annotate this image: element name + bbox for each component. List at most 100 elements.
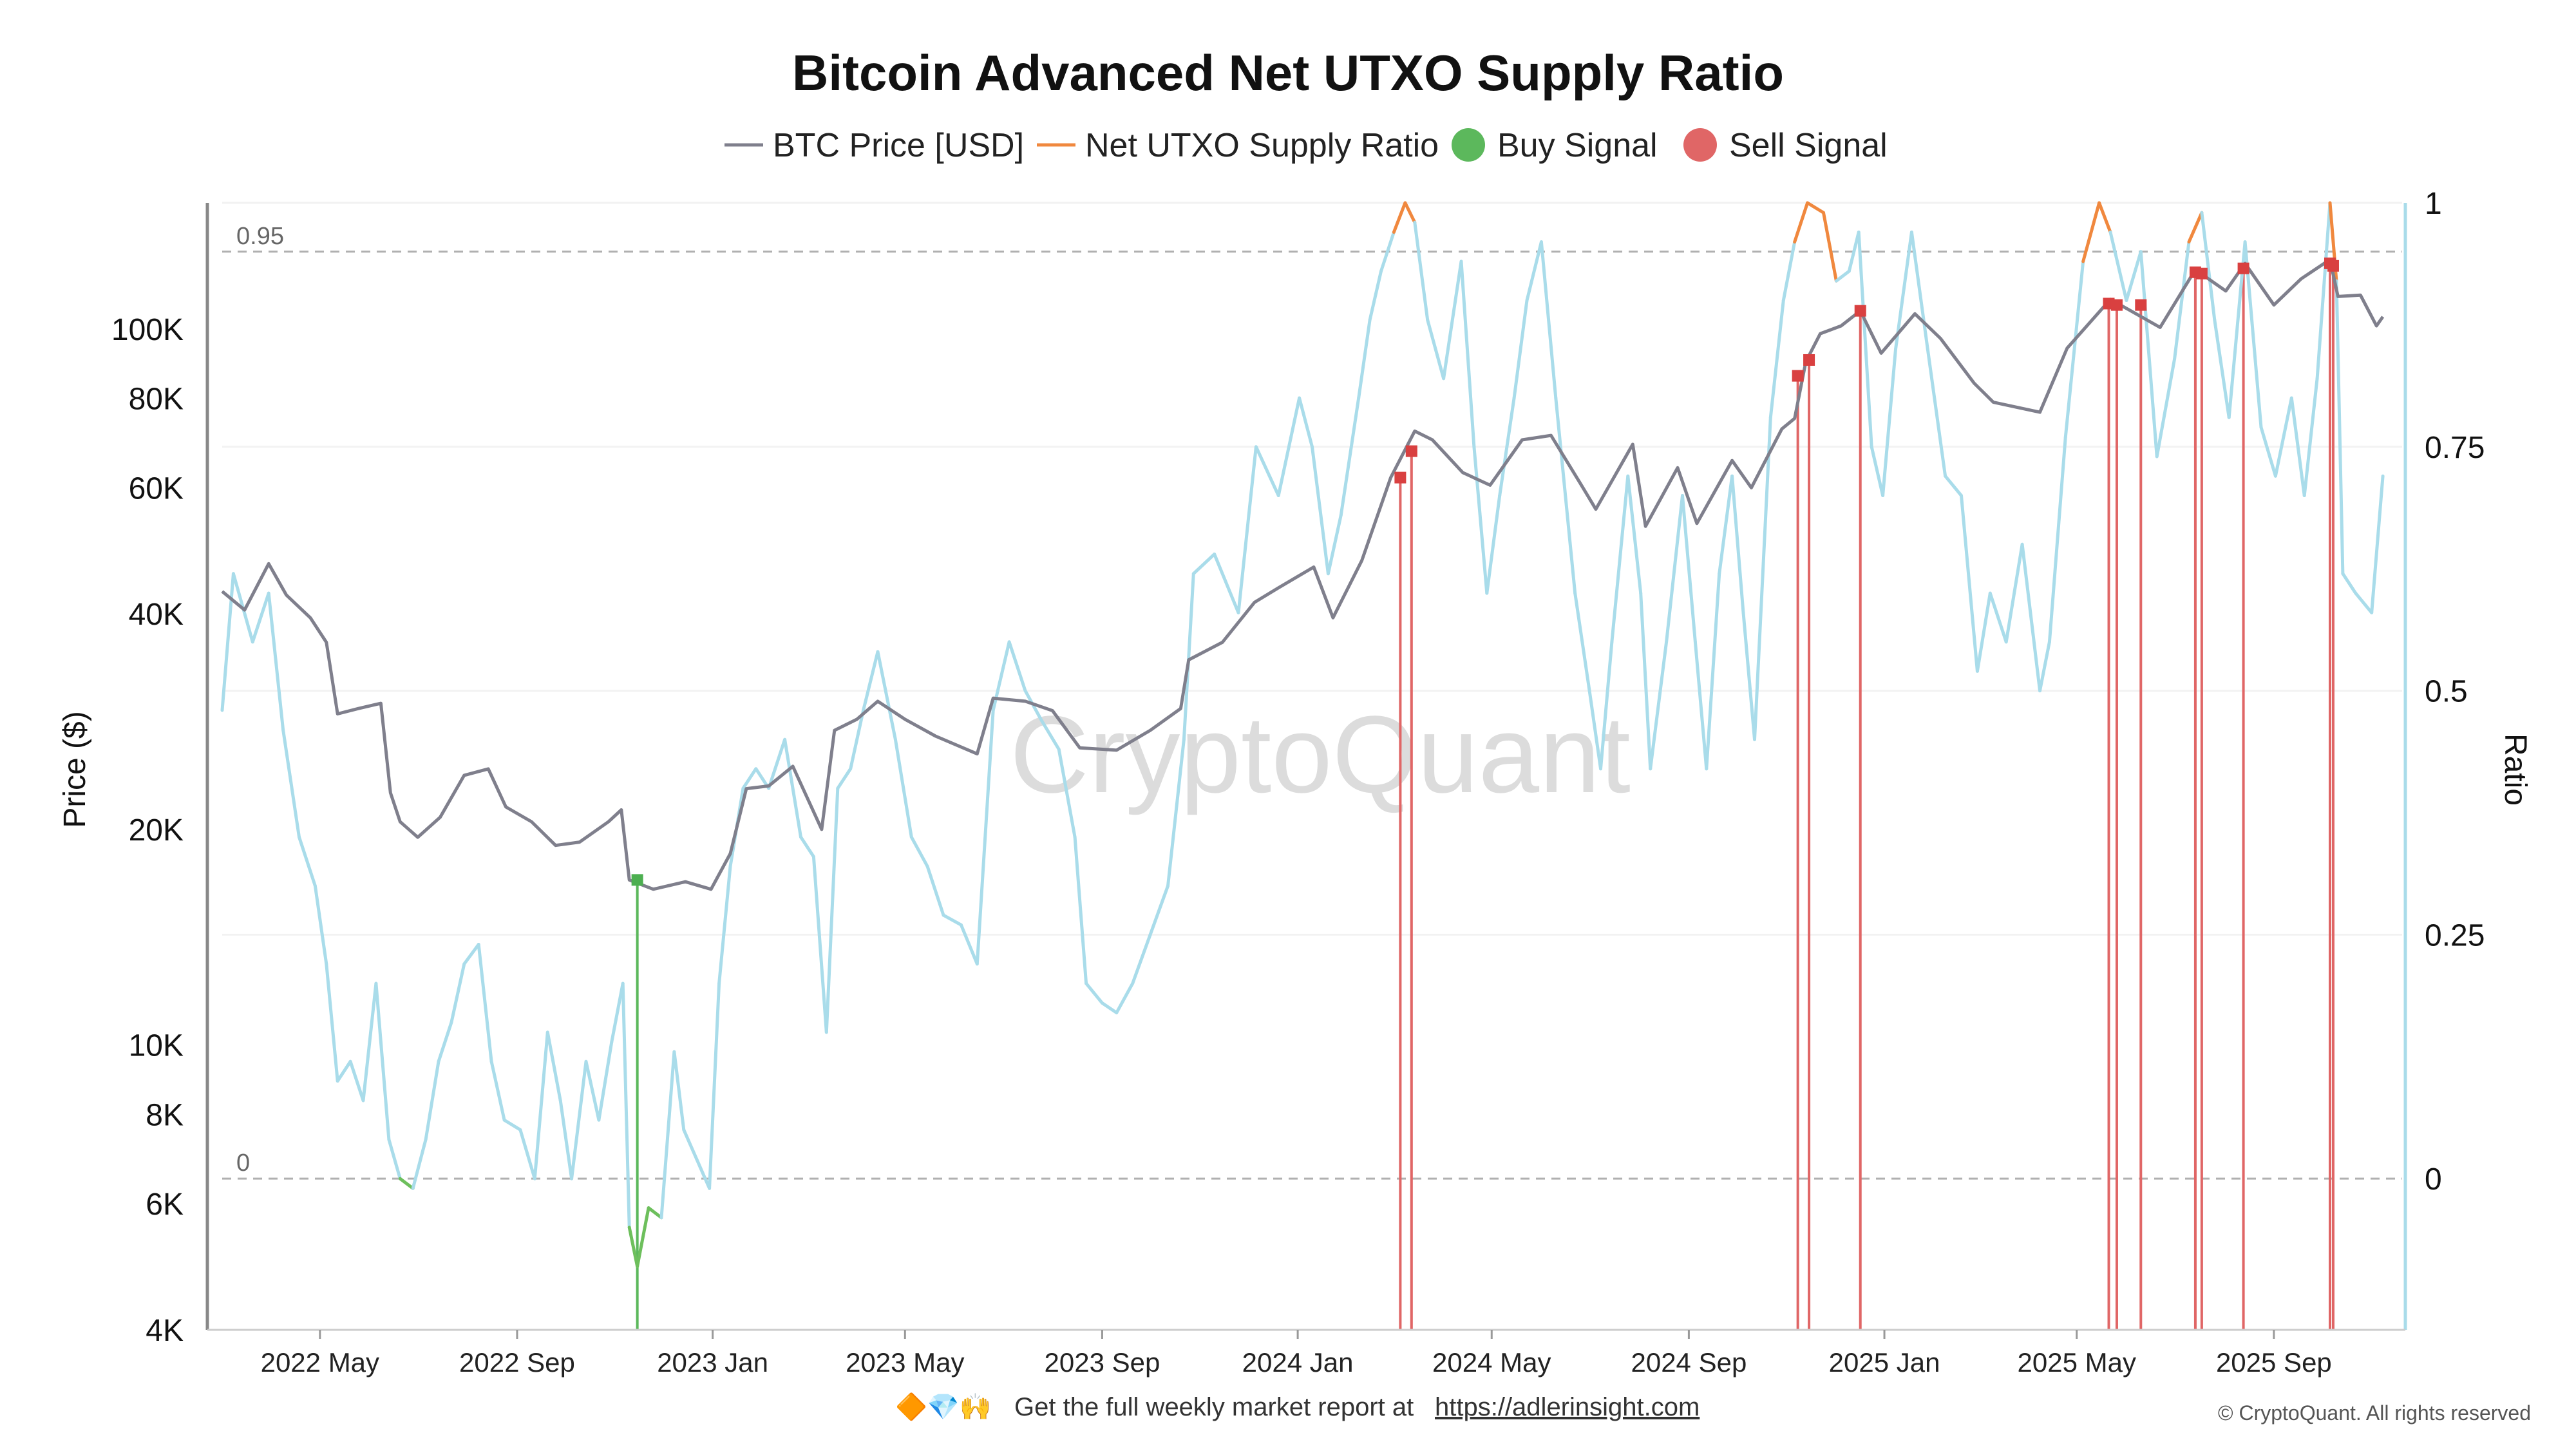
ratio-segment bbox=[1926, 347, 1947, 478]
ratio-segment bbox=[1705, 572, 1721, 771]
ratio-segment bbox=[2139, 250, 2159, 459]
x-tick-label: 2024 May bbox=[1432, 1347, 1551, 1378]
ratio-segment bbox=[893, 737, 913, 839]
ratio-segment bbox=[1100, 1001, 1119, 1015]
sell-signal-marker bbox=[2110, 299, 2123, 311]
ratio-segment bbox=[298, 835, 317, 888]
sell-signal-marker bbox=[2237, 262, 2249, 274]
ratio-segment bbox=[558, 1099, 574, 1180]
legend-swatch bbox=[1683, 128, 1717, 162]
ratio-segment bbox=[1115, 981, 1135, 1015]
ratio-segment bbox=[799, 835, 815, 858]
ratio-segment bbox=[336, 1059, 352, 1083]
ratio-segment bbox=[610, 981, 625, 1044]
ratio-segment bbox=[1988, 591, 2008, 644]
ratio-segment bbox=[1442, 260, 1463, 381]
ratio-segment bbox=[2038, 640, 2051, 693]
ratio-segment bbox=[1639, 591, 1653, 771]
axes bbox=[205, 203, 2407, 1331]
ratio-segment bbox=[783, 737, 802, 839]
x-tick-label: 2025 Jan bbox=[1829, 1347, 1940, 1378]
ratio-segment bbox=[1681, 494, 1697, 644]
ratio-segment bbox=[462, 943, 480, 966]
ratio-segment bbox=[621, 981, 631, 1229]
sell-signal-marker bbox=[1803, 354, 1815, 366]
reference-lines: 0.95 0 bbox=[222, 223, 2402, 1180]
ratio-segment bbox=[1753, 415, 1772, 741]
ratio-segment bbox=[2200, 211, 2217, 322]
ratio-segment bbox=[1512, 299, 1529, 400]
legend-item[interactable]: Buy Signal bbox=[1452, 127, 1658, 164]
ratio-segment bbox=[1822, 211, 1838, 283]
ratio-segment bbox=[1276, 396, 1302, 497]
x-tick-label: 2024 Sep bbox=[1631, 1347, 1747, 1378]
ratio-segment bbox=[545, 1030, 562, 1103]
ratio-segment bbox=[477, 943, 493, 1063]
legend-item[interactable]: Sell Signal bbox=[1683, 127, 1888, 164]
x-tick-label: 2025 May bbox=[2018, 1347, 2136, 1378]
ratio-segment bbox=[1379, 231, 1396, 273]
ratio-segment bbox=[942, 913, 963, 927]
signal-markers bbox=[631, 257, 2339, 886]
ratio-segment bbox=[2020, 542, 2041, 693]
ratio-segment bbox=[2341, 572, 2358, 595]
sell-signal-marker bbox=[2327, 260, 2339, 272]
ratio-segment bbox=[1730, 474, 1745, 614]
copyright: © CryptoQuant. All rights reserved bbox=[2218, 1401, 2531, 1425]
ratio-segment bbox=[1525, 240, 1543, 302]
ratio-segment bbox=[1191, 553, 1217, 576]
ratio-segment bbox=[1368, 269, 1383, 322]
y-right-tick-label: 1 bbox=[2425, 187, 2442, 221]
ratio-segment bbox=[267, 591, 285, 732]
ratio-segment bbox=[1007, 640, 1027, 693]
ratio-segment bbox=[1894, 231, 1913, 351]
legend-item[interactable]: BTC Price [USD] bbox=[724, 127, 1024, 164]
ratio-segment bbox=[1472, 445, 1489, 595]
ratio-segment bbox=[2108, 231, 2128, 302]
ratio-segment bbox=[533, 1030, 549, 1180]
y-right-tick-label: 0 bbox=[2425, 1162, 2442, 1197]
ratio-segment bbox=[2354, 591, 2374, 614]
ratio-segment bbox=[925, 864, 945, 917]
footer-link[interactable]: https://adlerinsight.com bbox=[1435, 1393, 1700, 1421]
y-left-tick-label: 80K bbox=[129, 383, 184, 417]
ratio-segment bbox=[2081, 201, 2101, 263]
ratio-segment bbox=[717, 864, 732, 985]
ratio-segment bbox=[2173, 240, 2191, 361]
ratio-segment bbox=[909, 835, 929, 868]
x-tick-label: 2022 Sep bbox=[459, 1347, 575, 1378]
ratio-segment bbox=[2259, 426, 2277, 478]
ratio-segment bbox=[570, 1059, 588, 1180]
ratio-segment bbox=[708, 981, 721, 1190]
ratio-segment bbox=[502, 1118, 522, 1132]
legend-label: BTC Price [USD] bbox=[773, 127, 1024, 164]
right-axis-ticks: 0 0.25 0.5 0.75 1 bbox=[2425, 187, 2485, 1197]
legend-item[interactable]: Net UTXO Supply Ratio bbox=[1037, 127, 1439, 164]
ratio-segment bbox=[2213, 318, 2231, 419]
ratio-segment bbox=[1718, 474, 1734, 576]
ratio-segment bbox=[1587, 689, 1602, 771]
ratio-segment bbox=[695, 1157, 712, 1190]
ratio-segment bbox=[1573, 591, 1591, 693]
ratio-segment bbox=[281, 728, 301, 839]
x-tick-label: 2024 Jan bbox=[1242, 1347, 1354, 1378]
ratio-segment bbox=[450, 962, 466, 1025]
ratio-segment bbox=[824, 786, 840, 1034]
ratio-segment bbox=[767, 737, 787, 790]
ratio-segment bbox=[862, 650, 880, 712]
ratio-segment bbox=[1084, 981, 1104, 1005]
ratio-segment bbox=[1768, 299, 1785, 419]
sell-signal-marker bbox=[1405, 445, 1417, 457]
ratio-segment bbox=[836, 767, 853, 790]
x-tick-label: 2025 Sep bbox=[2216, 1347, 2332, 1378]
y-left-tick-label: 20K bbox=[129, 813, 184, 848]
ratio-segment bbox=[1834, 269, 1851, 283]
btc-price-line bbox=[221, 258, 2385, 891]
ratio-segment bbox=[437, 1021, 453, 1063]
ratio-segment bbox=[1806, 201, 1825, 214]
ratio-segment bbox=[1793, 201, 1810, 244]
ratio-segment bbox=[1847, 231, 1861, 273]
ratio-segment bbox=[220, 572, 235, 712]
ratio-segment bbox=[1413, 220, 1430, 322]
ratio-segment bbox=[1131, 933, 1152, 985]
